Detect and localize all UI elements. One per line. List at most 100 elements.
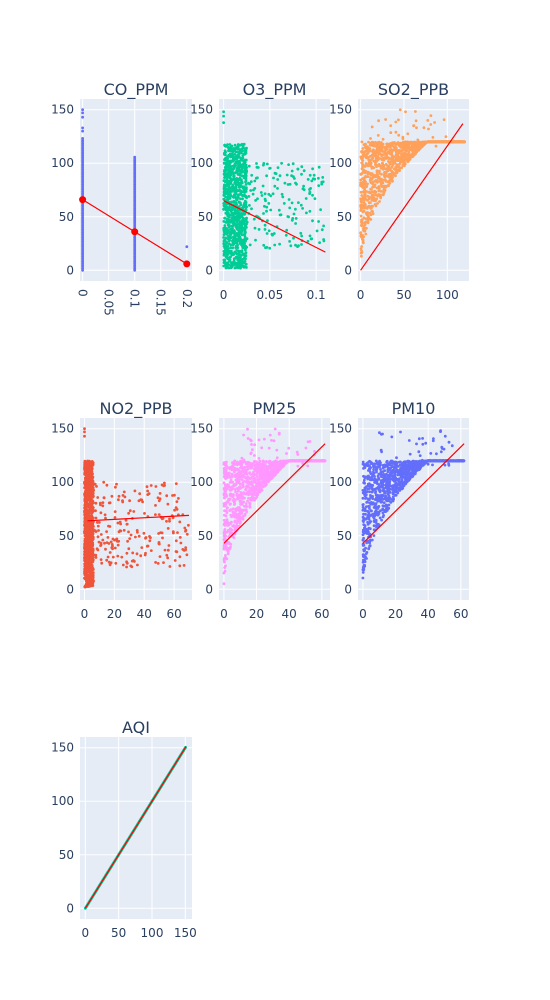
data-point xyxy=(280,161,283,165)
data-point xyxy=(137,499,141,503)
subplot-title: NO2_PPB xyxy=(99,399,172,419)
data-point xyxy=(86,484,90,488)
data-point xyxy=(83,565,87,568)
data-point xyxy=(261,184,265,188)
data-point xyxy=(409,155,413,158)
data-point xyxy=(444,140,448,144)
data-point xyxy=(264,199,267,203)
data-point xyxy=(361,165,365,169)
data-point xyxy=(237,251,241,255)
data-point xyxy=(375,160,378,163)
data-point xyxy=(375,165,378,169)
data-point xyxy=(300,172,303,176)
trendline-marker xyxy=(131,228,139,236)
trendline xyxy=(223,200,326,253)
data-point xyxy=(377,163,381,166)
data-point xyxy=(366,182,369,186)
x-tick-label: 0.15 xyxy=(154,289,168,316)
data-point xyxy=(230,261,234,265)
data-point xyxy=(300,234,304,238)
data-point xyxy=(87,514,90,517)
data-point xyxy=(454,140,458,144)
data-point xyxy=(254,466,257,470)
y-tick-label: 100 xyxy=(190,156,213,170)
data-point xyxy=(321,176,325,179)
data-point xyxy=(398,142,402,146)
data-point xyxy=(419,143,423,147)
data-point xyxy=(175,550,179,554)
data-point xyxy=(285,173,289,177)
data-point xyxy=(265,232,269,235)
data-point xyxy=(229,194,233,198)
data-point xyxy=(222,239,226,243)
data-point xyxy=(232,536,236,540)
data-point xyxy=(223,490,227,494)
data-point xyxy=(369,201,372,205)
data-point xyxy=(142,531,146,535)
x-tick-label: 20 xyxy=(107,607,122,621)
data-point xyxy=(244,158,248,162)
data-point xyxy=(359,200,363,204)
data-point xyxy=(248,502,252,506)
data-point xyxy=(228,191,232,195)
data-point xyxy=(113,510,117,513)
data-point xyxy=(396,141,399,145)
data-point xyxy=(227,182,231,186)
data-point xyxy=(89,542,93,546)
data-point xyxy=(375,170,379,174)
data-point xyxy=(89,523,93,527)
data-point xyxy=(308,188,311,191)
data-point xyxy=(409,148,413,151)
data-point xyxy=(222,242,226,246)
data-point xyxy=(370,181,374,185)
data-point xyxy=(411,150,415,154)
data-point xyxy=(89,507,93,511)
data-point xyxy=(374,152,378,155)
data-point xyxy=(88,546,92,549)
data-point xyxy=(223,144,227,148)
data-point xyxy=(364,204,367,207)
data-point xyxy=(91,463,95,467)
x-tick-label: 0.1 xyxy=(128,289,142,308)
data-point xyxy=(149,536,152,540)
data-point xyxy=(276,178,280,181)
data-point xyxy=(248,505,252,509)
data-point xyxy=(263,204,266,208)
data-point xyxy=(267,192,271,196)
data-point xyxy=(240,167,244,171)
data-point xyxy=(94,509,97,513)
data-point xyxy=(373,203,377,206)
data-point xyxy=(266,219,269,223)
data-point xyxy=(116,521,120,525)
data-point xyxy=(121,494,125,497)
data-point xyxy=(159,531,163,534)
data-point xyxy=(83,473,87,476)
data-point xyxy=(248,243,252,247)
data-point xyxy=(366,163,370,167)
data-point xyxy=(94,553,98,557)
data-point xyxy=(436,140,440,144)
data-point xyxy=(401,163,405,167)
data-point xyxy=(222,571,226,575)
data-point xyxy=(234,255,238,259)
data-point xyxy=(148,539,152,543)
data-point xyxy=(244,176,247,179)
data-point xyxy=(322,224,325,228)
data-point xyxy=(313,197,317,201)
data-point xyxy=(83,463,87,467)
data-point xyxy=(234,160,238,164)
data-point xyxy=(229,478,233,482)
data-point xyxy=(370,125,374,129)
data-point xyxy=(371,212,375,216)
data-point xyxy=(85,515,88,519)
data-point xyxy=(311,167,314,171)
data-point xyxy=(308,234,312,238)
data-point xyxy=(97,529,100,532)
y-tick-label: 100 xyxy=(190,475,213,489)
data-point xyxy=(228,219,232,223)
data-point xyxy=(411,143,415,147)
data-point xyxy=(230,225,234,228)
data-point xyxy=(229,236,233,240)
data-point xyxy=(238,172,242,176)
